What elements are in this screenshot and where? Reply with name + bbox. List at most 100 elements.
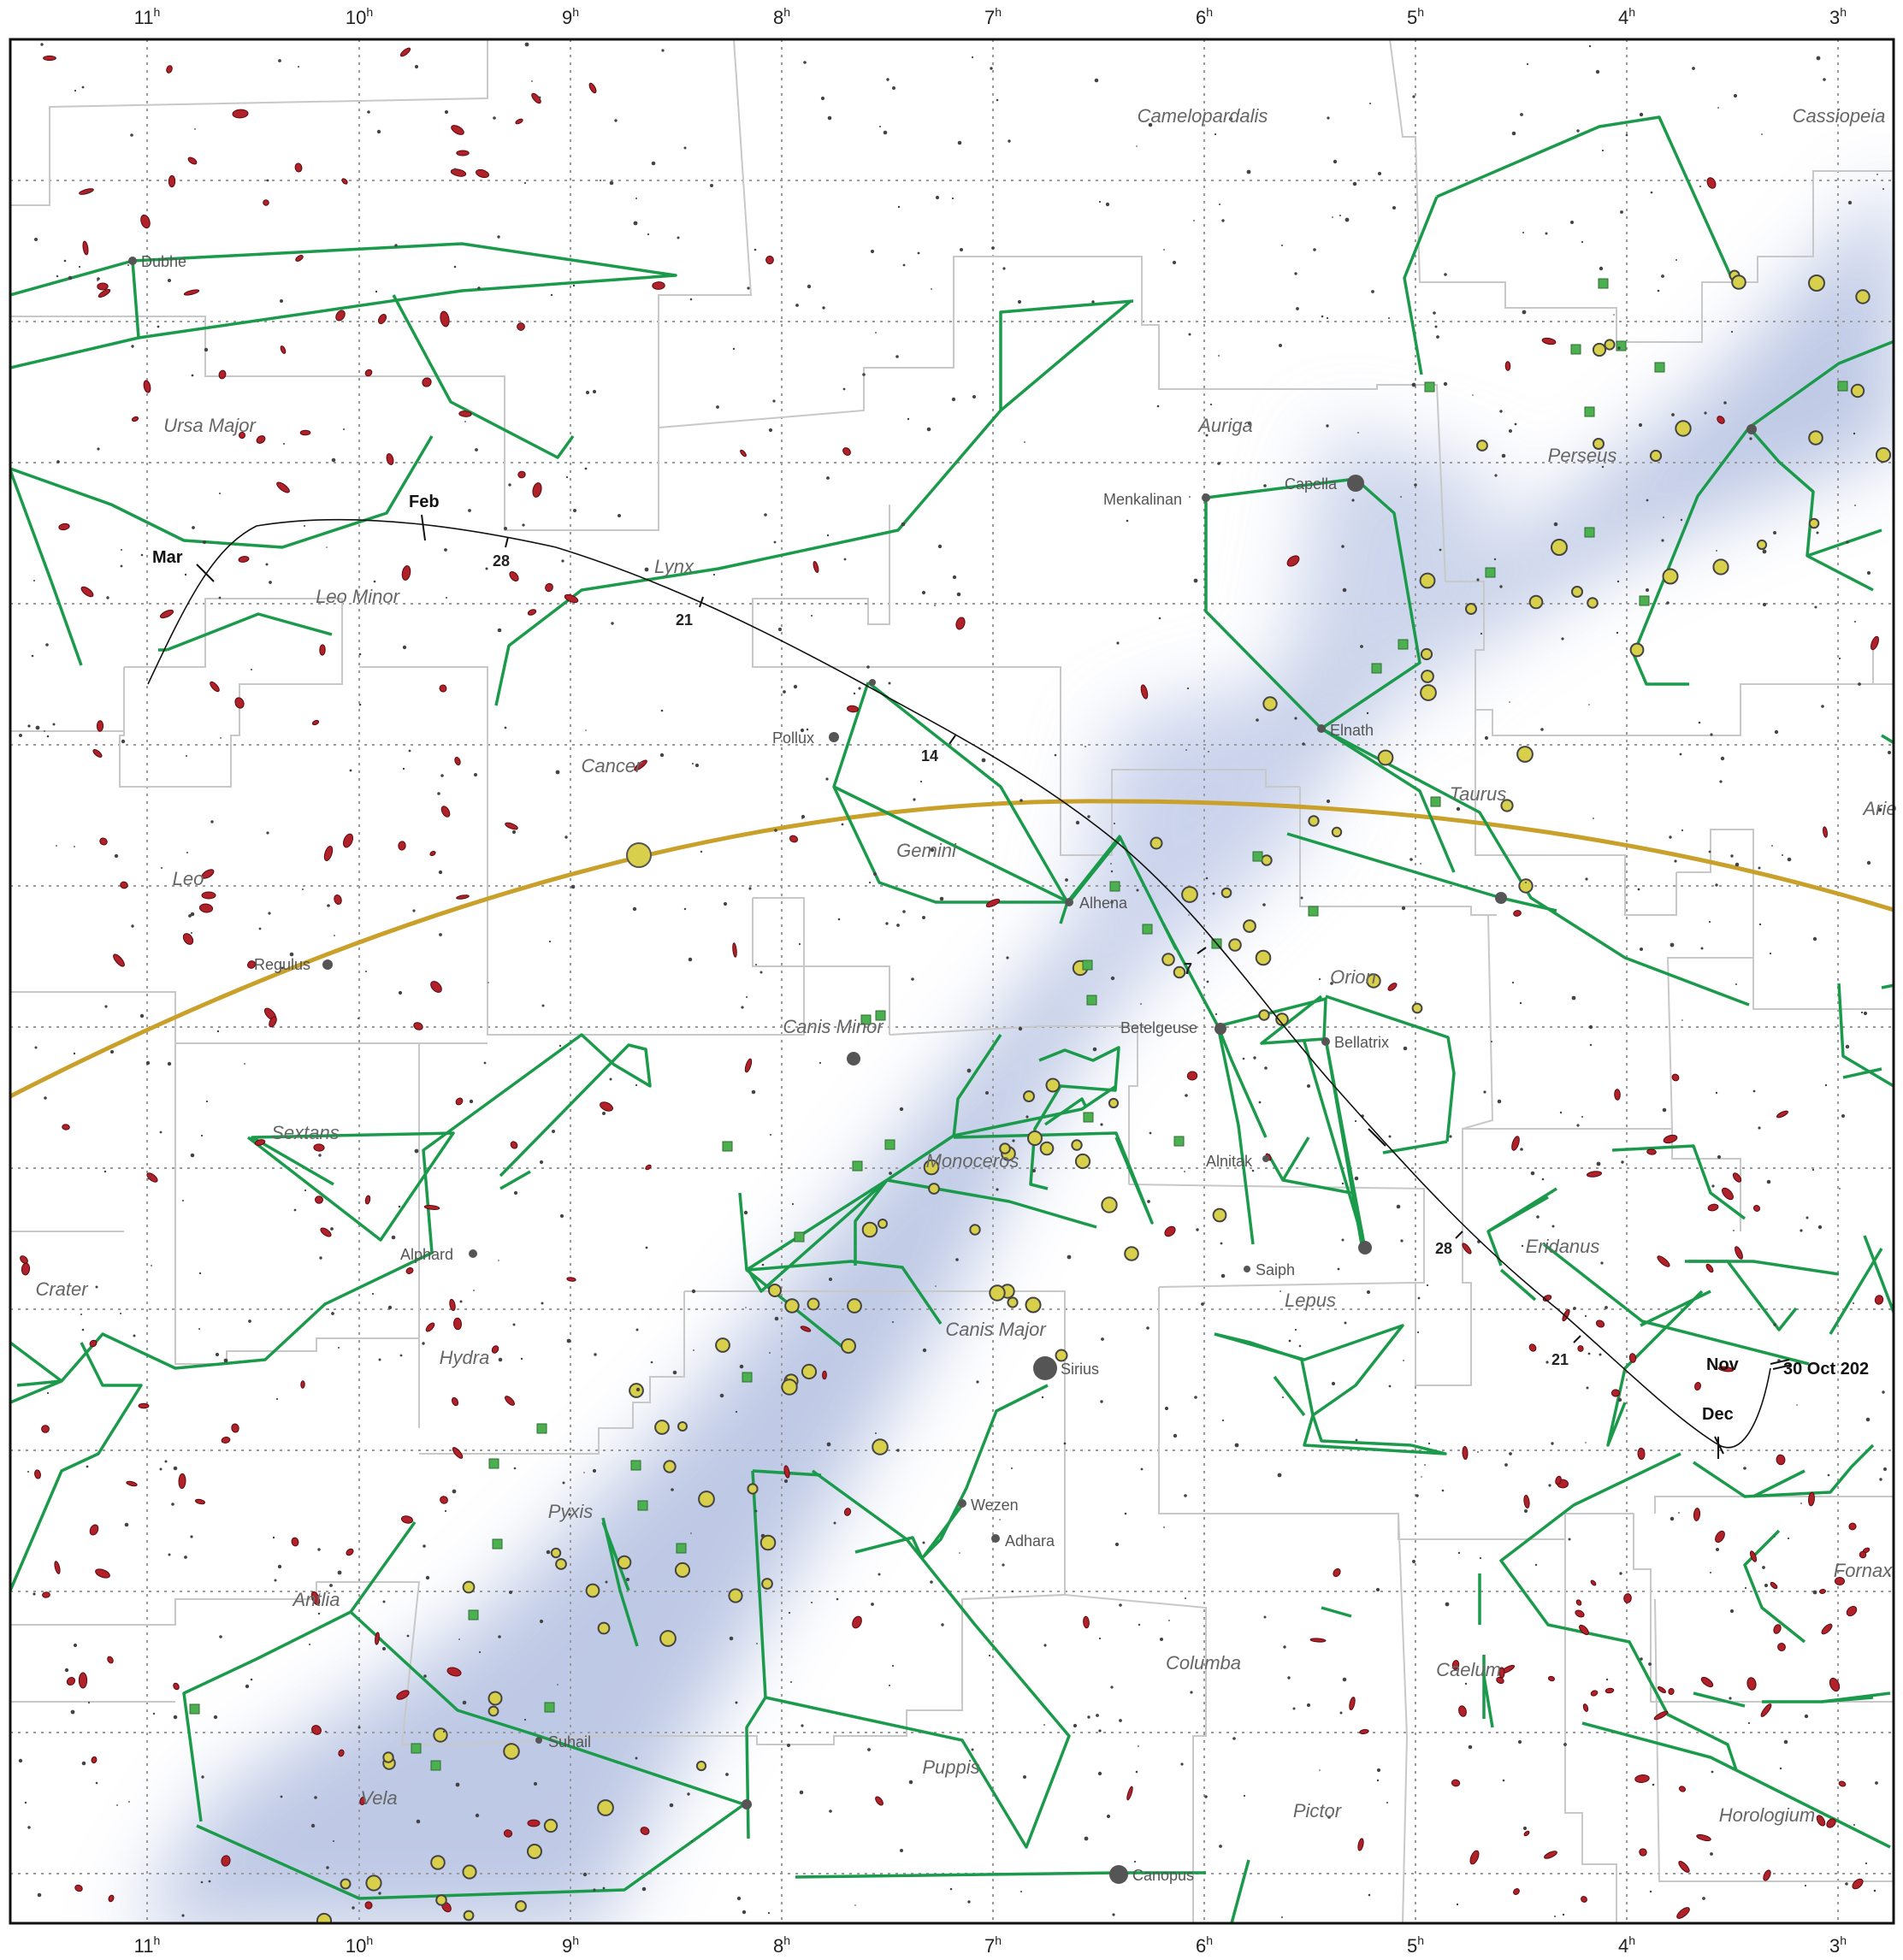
faint-star <box>504 726 507 729</box>
galaxy-marker <box>201 891 216 900</box>
galaxy-marker <box>80 586 94 598</box>
faint-star <box>131 345 134 348</box>
faint-star <box>1865 1862 1868 1865</box>
faint-star <box>1011 1590 1014 1593</box>
faint-star <box>200 1880 204 1884</box>
galaxy-marker <box>1835 1576 1845 1586</box>
faint-star <box>913 798 916 801</box>
faint-star <box>1573 1307 1576 1310</box>
faint-star <box>1617 1397 1622 1402</box>
nebula-marker <box>637 1500 648 1511</box>
faint-star <box>1646 588 1649 592</box>
faint-star <box>1331 1381 1336 1386</box>
faint-star <box>523 181 527 185</box>
faint-star <box>1185 1597 1186 1599</box>
faint-star <box>793 684 798 689</box>
faint-star <box>1002 1563 1005 1567</box>
faint-star <box>1782 854 1783 856</box>
faint-star <box>1519 1001 1522 1005</box>
ra-label-4h: 4h <box>1618 5 1635 28</box>
faint-star <box>398 990 403 995</box>
faint-star <box>633 221 638 226</box>
galaxy-marker <box>510 1141 518 1149</box>
ra-label-11h: 11h <box>134 5 161 28</box>
faint-star <box>1163 1526 1165 1528</box>
faint-star <box>1800 1502 1802 1504</box>
faint-star <box>140 553 144 557</box>
faint-star <box>999 1519 1001 1520</box>
faint-star <box>1354 1176 1359 1181</box>
track-labels: Mar Feb Nov Dec 30 Oct 202 28 21 14 7 28… <box>152 493 1869 1424</box>
galaxy-marker <box>1715 1530 1725 1544</box>
galaxy-marker <box>1451 1660 1460 1670</box>
nebula-marker <box>1485 567 1496 578</box>
cluster-marker <box>1161 953 1175 966</box>
track-start-date: 30 Oct 202 <box>1783 1360 1869 1378</box>
galaxy-marker <box>800 1325 812 1332</box>
faint-star <box>1020 1891 1022 1892</box>
faint-star <box>911 977 914 981</box>
galaxy-marker <box>440 310 450 328</box>
faint-star <box>414 64 419 69</box>
faint-star <box>1292 1707 1296 1710</box>
faint-star <box>669 1803 674 1808</box>
faint-star <box>251 669 252 670</box>
faint-star <box>1570 221 1574 224</box>
faint-star <box>1502 1779 1505 1782</box>
faint-star <box>475 448 478 452</box>
faint-star <box>1548 1484 1551 1487</box>
galaxy-marker <box>451 1396 459 1407</box>
faint-star <box>829 1278 832 1281</box>
faint-star <box>1587 1352 1591 1355</box>
galaxy-marker <box>955 617 966 630</box>
galaxy-marker <box>1678 1786 1687 1792</box>
faint-star <box>1294 1328 1297 1331</box>
cluster-marker <box>999 1142 1011 1154</box>
faint-star <box>81 1761 86 1766</box>
faint-star <box>1073 1723 1078 1728</box>
faint-star <box>858 687 861 690</box>
cluster-marker <box>1074 1153 1091 1170</box>
star-castor-marker <box>869 679 876 686</box>
faint-star <box>152 1712 156 1715</box>
faint-star <box>1186 687 1190 690</box>
faint-star <box>485 567 488 570</box>
faint-star <box>1376 1768 1381 1773</box>
faint-star <box>1392 206 1396 210</box>
faint-star <box>1525 882 1527 883</box>
nebula-marker <box>1570 344 1581 355</box>
track-ticks <box>196 514 1793 1459</box>
galaxy-marker <box>1623 1593 1632 1603</box>
faint-star <box>1220 1242 1223 1245</box>
faint-star <box>1551 1225 1555 1228</box>
galaxy-marker <box>531 92 541 104</box>
faint-star <box>683 146 687 150</box>
nebula-marker <box>430 1760 441 1771</box>
faint-star <box>63 259 67 263</box>
faint-star <box>712 573 716 576</box>
faint-star <box>1619 1572 1622 1575</box>
galaxy-marker <box>1676 1907 1690 1919</box>
galaxy-marker <box>744 1058 753 1073</box>
faint-star <box>1866 860 1871 865</box>
galaxy-marker <box>509 570 519 582</box>
nebula-marker <box>1083 1112 1094 1123</box>
cluster-marker <box>1629 642 1645 658</box>
faint-star <box>725 1773 729 1776</box>
galaxy-marker <box>452 1447 464 1459</box>
galaxy-marker <box>1874 1295 1884 1305</box>
galaxy-marker <box>364 1195 371 1205</box>
faint-star <box>402 645 407 650</box>
galaxy-marker <box>1657 1255 1670 1267</box>
galaxy-marker <box>1859 1550 1867 1559</box>
faint-star <box>1296 307 1299 310</box>
galaxy-marker <box>1309 1638 1327 1643</box>
faint-star <box>660 709 664 712</box>
faint-star <box>1287 1676 1291 1680</box>
faint-star <box>283 443 285 445</box>
faint-star <box>770 1134 771 1136</box>
galaxy-marker <box>1523 1495 1530 1508</box>
faint-star <box>103 1170 107 1173</box>
nebula-marker <box>189 1703 200 1715</box>
track-month-nov: Nov <box>1706 1355 1740 1374</box>
